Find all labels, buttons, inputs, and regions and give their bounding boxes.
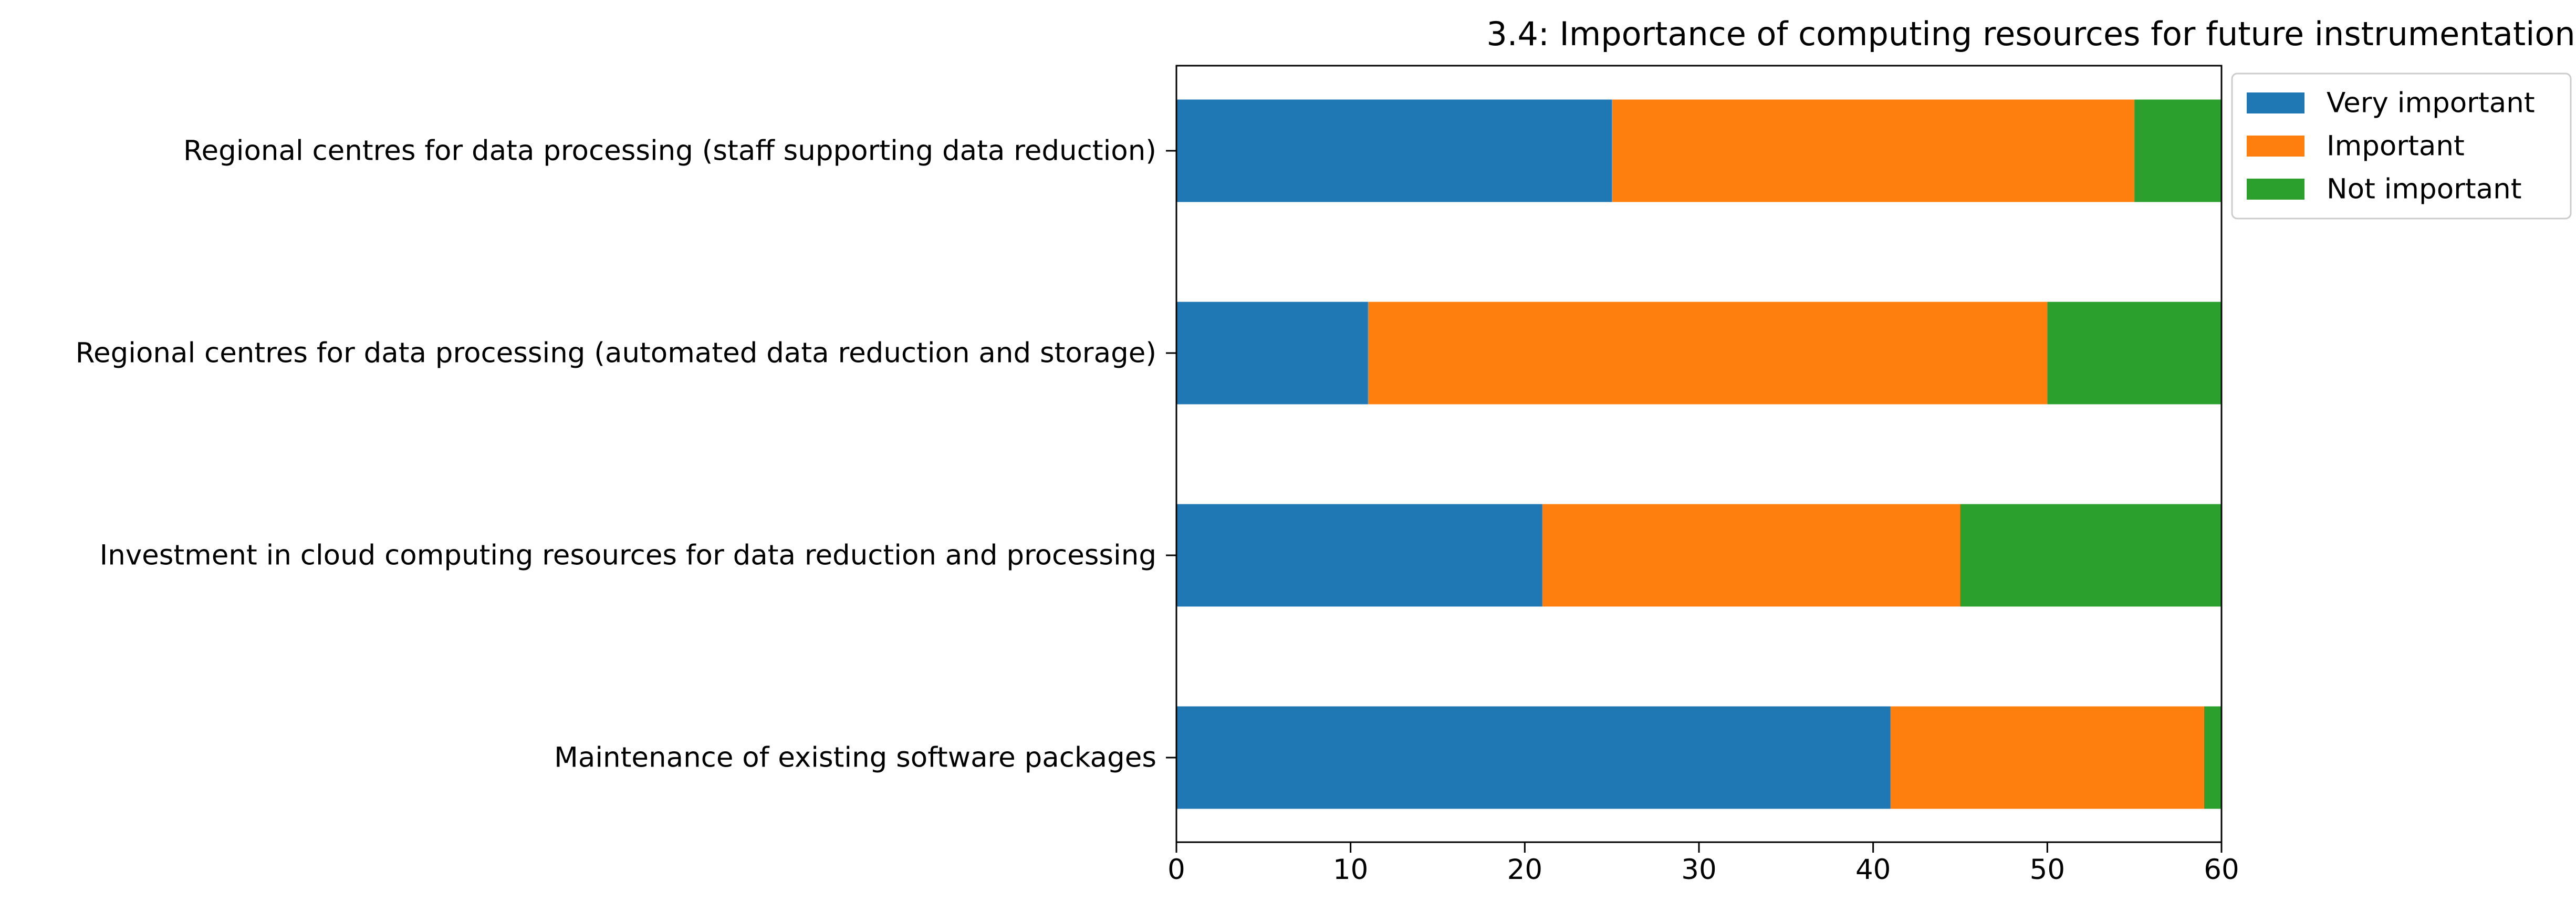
legend-box [2231,73,2572,220]
legend-label: Very important [2327,87,2535,119]
x-tick-label: 30 [1681,854,1716,886]
legend-swatch-important [2247,136,2304,157]
bar-not-important-4 [2204,706,2222,809]
category-label: Investment in cloud computing resources … [100,540,1156,572]
x-tick-label: 10 [1333,854,1368,886]
x-tick-label: 50 [2030,854,2065,886]
legend-label: Not important [2327,173,2522,205]
bar-important-1 [1612,99,2135,202]
bar-important-2 [1368,302,2048,405]
legend-swatch-not-important [2247,179,2304,200]
x-tick-label: 40 [1855,854,1891,886]
bar-important-4 [1890,706,2204,809]
category-label: Maintenance of existing software package… [554,742,1156,774]
bar-not-important-1 [2134,99,2222,202]
x-tick-label: 60 [2204,854,2239,886]
bar-very-important-2 [1176,302,1368,405]
legend: Very important Important Not important [2231,73,2572,220]
bar-important-3 [1542,504,1960,607]
x-tick-label: 0 [1167,854,1185,886]
bar-not-important-3 [1960,504,2222,607]
legend-swatch-very-important [2247,92,2304,113]
category-labels: Regional centres for data processing (st… [76,135,1156,774]
category-label: Regional centres for data processing (st… [183,135,1156,167]
bar-very-important-4 [1176,706,1891,809]
axes: 0 10 20 30 40 50 60 [1166,65,2239,886]
x-tick-label: 20 [1507,854,1542,886]
bar-not-important-2 [2047,302,2222,405]
category-label: Regional centres for data processing (au… [76,337,1156,369]
bar-very-important-3 [1176,504,1542,607]
chart-title: 3.4: Importance of computing resources f… [1486,15,2575,53]
bar-very-important-1 [1176,99,1612,202]
legend-label: Important [2327,130,2465,162]
bars-group [1176,99,2222,809]
